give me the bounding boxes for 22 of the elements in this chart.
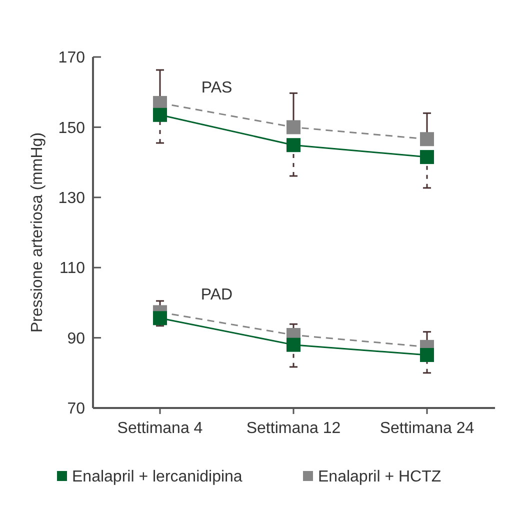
annotation: PAS xyxy=(201,80,232,97)
point xyxy=(153,311,167,326)
y-tick-label: 70 xyxy=(67,400,86,418)
y-axis-title: Pressione arteriosa (mmHg) xyxy=(29,132,46,333)
y-tick-label: 110 xyxy=(59,260,86,278)
point xyxy=(286,338,300,352)
point xyxy=(420,348,434,362)
y-tick-label: 130 xyxy=(58,190,86,207)
y-tick-label: 150 xyxy=(58,120,86,137)
annotation: PAD xyxy=(200,286,233,304)
y-tick-label: 90 xyxy=(67,330,86,348)
point xyxy=(286,120,300,134)
point xyxy=(420,150,434,164)
x-tick-label: Settimana 24 xyxy=(380,420,474,437)
y-tick-label: 170 xyxy=(58,50,86,67)
point xyxy=(286,138,300,152)
x-tick-label: Settimana 4 xyxy=(117,420,203,437)
legend-label: Enalapril + lercanidipina xyxy=(72,468,242,486)
point xyxy=(153,108,167,122)
x-tick-label: Settimana 12 xyxy=(246,420,341,437)
point xyxy=(420,132,434,146)
legend-label: Enalapril + HCTZ xyxy=(318,468,442,486)
